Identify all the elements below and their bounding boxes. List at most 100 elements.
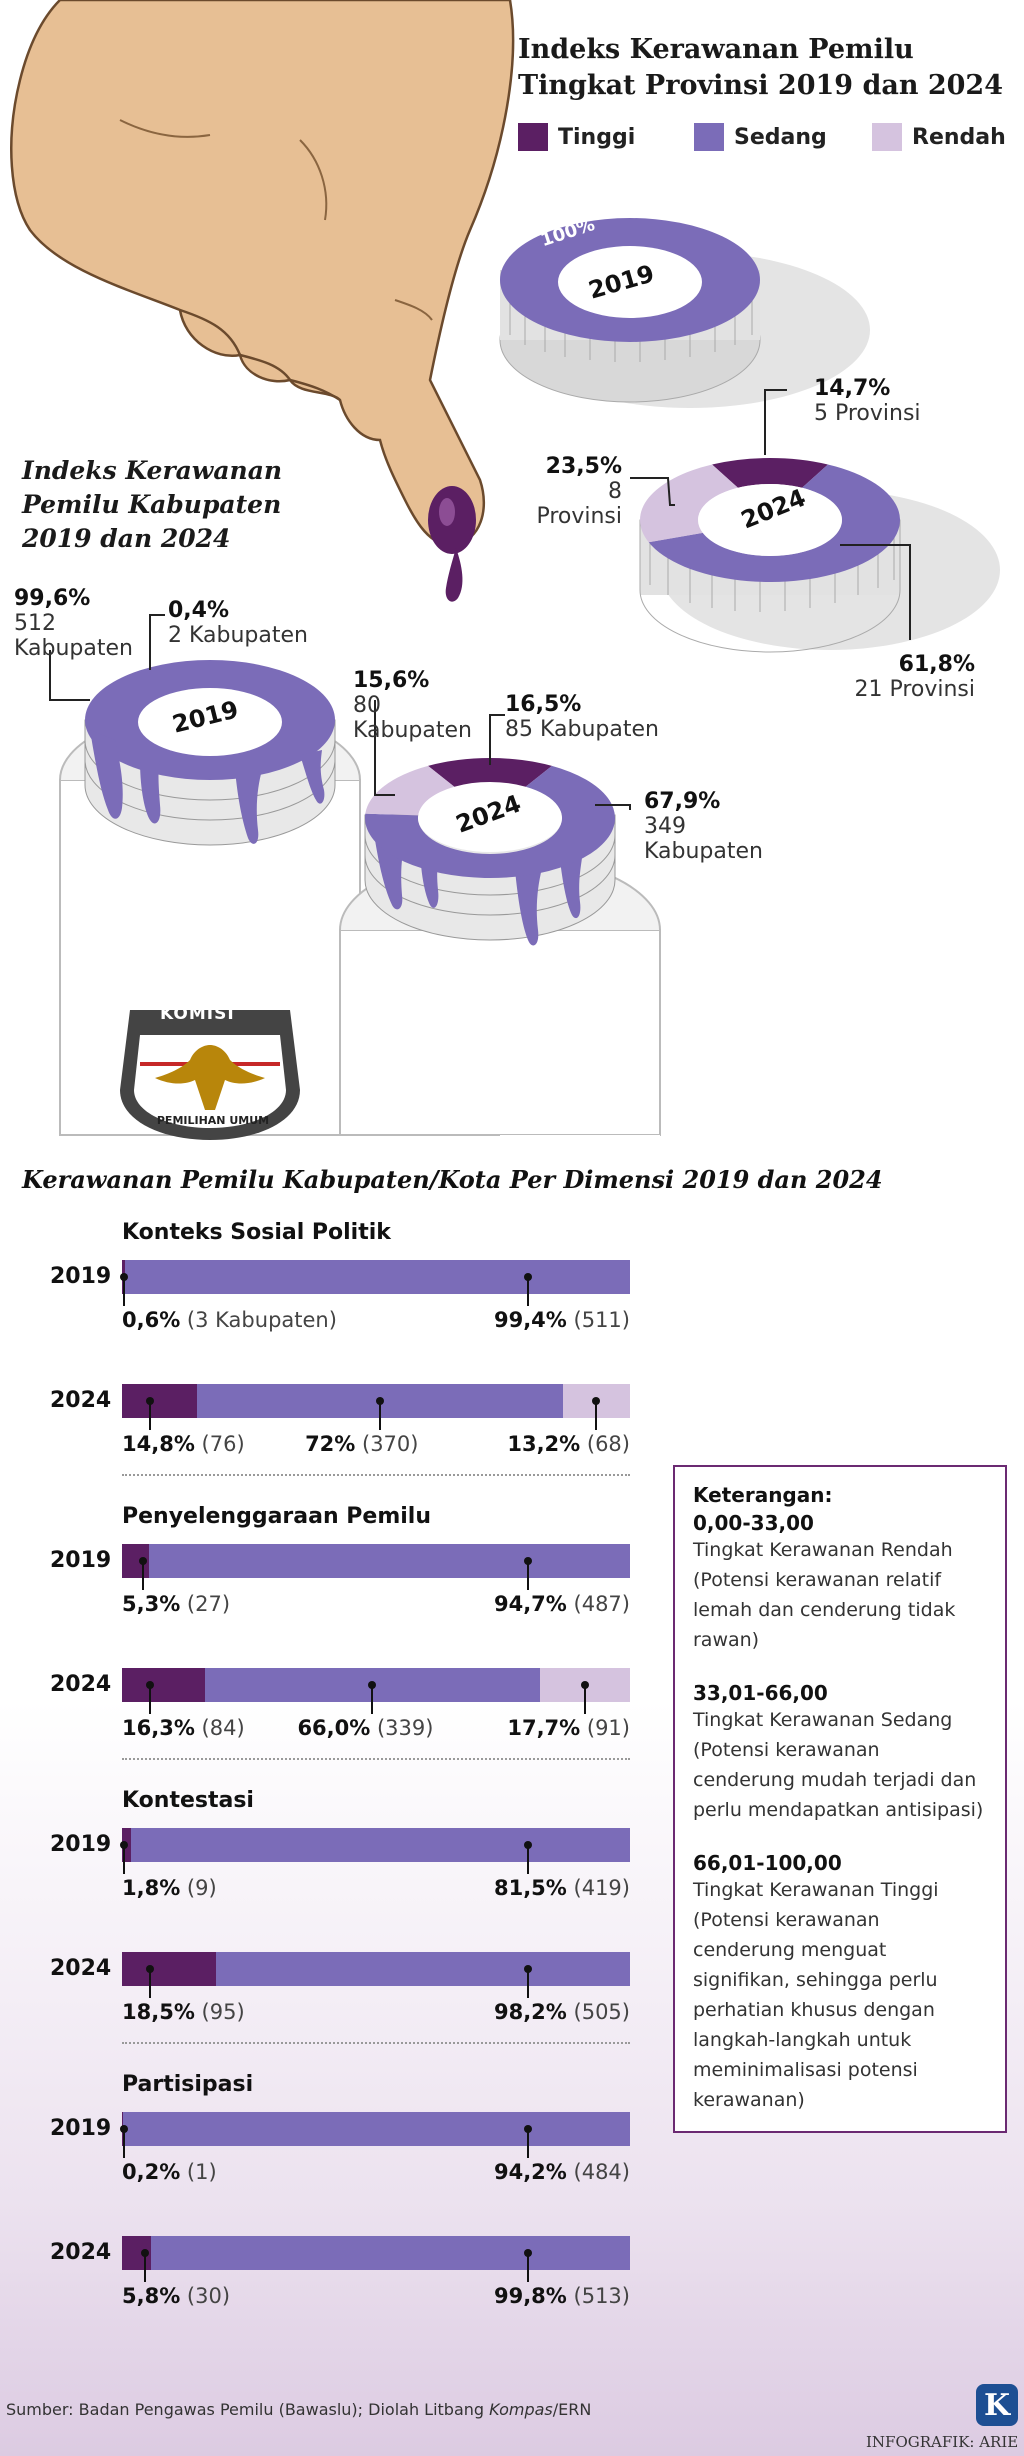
value-label-3-2019-1: 1,8% (9) (122, 1876, 217, 1900)
keterangan-range-1: 0,00-33,00 (693, 1511, 814, 1535)
keterangan-range-2: 33,01-66,00 (693, 1681, 828, 1705)
kab-2024-sedang-label: 67,9% 349 Kabupaten (644, 789, 763, 864)
value-label-1-2024-2: 72% (370) (305, 1432, 419, 1456)
marker-line-3-2019-1 (123, 1845, 125, 1874)
dimension-title-1: Konteks Sosial Politik (122, 1220, 391, 1245)
value-label-1-2019-2: 99,4% (511) (493, 1308, 630, 1332)
marker-dot-3-2019-1 (120, 1841, 128, 1849)
keterangan-title: Keterangan: (693, 1483, 833, 1507)
row-year-2-2024: 2024 (50, 1672, 112, 1697)
kab24-ring-segment-sedang (365, 765, 615, 879)
marker-line-1-2019-1 (123, 1277, 125, 1306)
keterangan-range-3: 66,01-100,00 (693, 1851, 842, 1875)
hand-illustration (10, 0, 515, 602)
marker-dot-3-2019-2 (524, 1841, 533, 1849)
value-label-2-2024-2: 66,0% (339) (297, 1716, 434, 1740)
marker-line-1-2024-2 (379, 1401, 382, 1430)
marker-line-3-2019-2 (527, 1845, 530, 1874)
marker-dot-1-2019-2 (524, 1273, 533, 1281)
marker-line-2-2019-1 (142, 1561, 145, 1590)
marker-dot-2-2019-2 (524, 1557, 533, 1565)
province-2019-disc (499, 218, 870, 408)
value-label-2-2019-2: 94,7% (487) (493, 1592, 630, 1616)
marker-dot-4-2024-2 (524, 2249, 533, 2257)
kab-2024-tinggi-label: 16,5% 85 Kabupaten (505, 692, 659, 742)
prov24-ring-segment-rendah (640, 464, 738, 543)
marker-dot-2-2024-2 (368, 1681, 377, 1689)
marker-dot-3-2024-1 (146, 1965, 154, 1973)
marker-line-2-2024-1 (149, 1685, 151, 1714)
kab24-ring-segment-rendah (365, 765, 455, 816)
prov-2024-tinggi-label: 14,7% 5 Provinsi (814, 376, 921, 426)
marker-line-2-2024-3 (584, 1685, 587, 1714)
value-label-4-2024-1: 5,8% (30) (122, 2284, 231, 2308)
keterangan-box: Keterangan: 0,00-33,00 Tingkat Kerawanan… (673, 1465, 1007, 2133)
row-year-4-2019: 2019 (50, 2116, 112, 2141)
bar-1-2019-bg (122, 1260, 630, 1294)
marker-line-1-2019-2 (527, 1277, 530, 1306)
kab-2024-rendah-label: 15,6% 80 Kabupaten (353, 668, 472, 743)
top-illustration (10, 0, 1000, 1150)
marker-line-4-2024-1 (143, 2253, 146, 2282)
legend-swatch-sedang (694, 123, 724, 151)
bar-4-2024-bg (122, 2236, 630, 2270)
kab24-ring-segment-tinggi (428, 757, 552, 787)
row-year-1-2019: 2019 (50, 1264, 112, 1289)
dimension-divider-1 (122, 1474, 630, 1476)
marker-line-2-2024-2 (371, 1685, 374, 1714)
value-label-4-2019-1: 0,2% (1) (122, 2160, 217, 2184)
province-2024-disc (639, 458, 1000, 653)
kab-2019-disc (84, 660, 336, 846)
marker-dot-4-2019-1 (120, 2125, 128, 2133)
value-label-3-2024-2: 98,2% (505) (493, 2000, 630, 2024)
value-label-2-2024-3: 17,7% (91) (507, 1716, 630, 1740)
marker-dot-2-2019-1 (139, 1557, 148, 1565)
prov24-ring-segment-sedang (648, 464, 900, 582)
value-label-3-2024-1: 18,5% (95) (122, 2000, 245, 2024)
dimension-title-3: Kontestasi (122, 1788, 254, 1813)
kab-2019-tinggi-label: 0,4% 2 Kabupaten (168, 598, 308, 648)
value-label-1-2019-1: 0,6% (3 Kabupaten) (122, 1308, 337, 1332)
value-label-4-2024-2: 99,8% (513) (493, 2284, 630, 2308)
legend-item-rendah: Rendah (872, 123, 1006, 151)
kpu-logo (120, 1010, 300, 1140)
row-year-2-2019: 2019 (50, 1548, 112, 1573)
kompas-logo: K (976, 2384, 1018, 2426)
value-label-1-2024-1: 14,8% (76) (122, 1432, 245, 1456)
marker-dot-4-2024-1 (140, 2249, 149, 2257)
row-year-1-2024: 2024 (50, 1388, 112, 1413)
marker-dot-2-2024-1 (146, 1681, 154, 1689)
prov-2024-sedang-label: 61,8% 21 Provinsi (854, 652, 975, 702)
value-label-4-2019-2: 94,2% (484) (493, 2160, 630, 2184)
marker-line-2-2019-2 (527, 1561, 530, 1590)
row-year-3-2024: 2024 (50, 1956, 112, 1981)
marker-line-4-2024-2 (527, 2253, 530, 2282)
bar-segment-3-2024-tinggi (122, 1952, 216, 1986)
dimension-title-2: Penyelenggaraan Pemilu (122, 1504, 432, 1529)
marker-line-3-2024-2 (527, 1969, 530, 1998)
page-title: Indeks Kerawanan Pemilu Tingkat Provinsi… (518, 32, 1003, 104)
bar-4-2019-bg (122, 2112, 630, 2146)
keterangan-text-3: Tingkat Kerawanan Tinggi (Potensi kerawa… (693, 1879, 939, 2111)
marker-dot-1-2019-1 (120, 1273, 128, 1281)
dimension-section-title: Kerawanan Pemilu Kabupaten/Kota Per Dime… (22, 1165, 883, 1194)
logo-text-bottom: PEMILIHAN UMUM (156, 1114, 270, 1127)
marker-dot-4-2019-2 (524, 2125, 533, 2133)
logo-text-top: KOMISI (160, 1004, 235, 1024)
marker-line-4-2019-1 (123, 2129, 125, 2158)
legend-swatch-rendah (872, 123, 902, 151)
bar-3-2019-bg (122, 1828, 630, 1862)
marker-line-3-2024-1 (149, 1969, 151, 1998)
legend-swatch-tinggi (518, 123, 548, 151)
dimension-divider-2 (122, 1758, 630, 1760)
value-label-2-2024-1: 16,3% (84) (122, 1716, 245, 1740)
legend: Tinggi (518, 123, 635, 151)
legend-item-tinggi: Tinggi (518, 123, 635, 151)
title-line-1: Indeks Kerawanan Pemilu (518, 34, 914, 65)
bar-2-2019-bg (122, 1544, 630, 1578)
row-year-4-2024: 2024 (50, 2240, 112, 2265)
kab-2024-disc (364, 757, 616, 946)
value-label-1-2024-3: 13,2% (68) (507, 1432, 630, 1456)
value-label-2-2019-1: 5,3% (27) (122, 1592, 231, 1616)
marker-dot-2-2024-3 (581, 1681, 590, 1689)
